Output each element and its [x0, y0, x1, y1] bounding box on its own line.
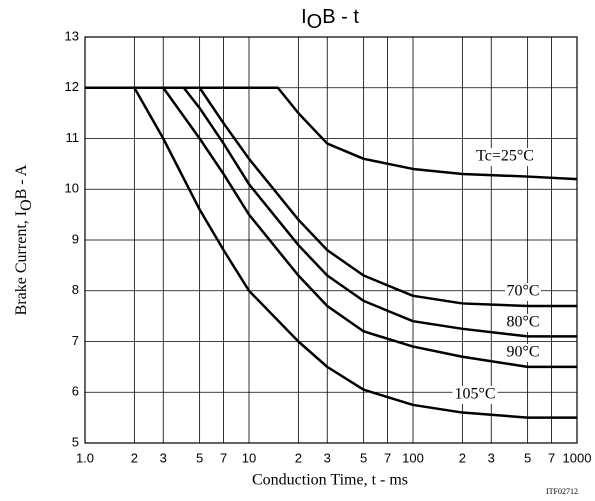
x-tick-label: 2 [459, 450, 466, 465]
y-tick-label: 12 [65, 79, 79, 94]
y-tick-label: 5 [72, 434, 79, 449]
plot-frame [84, 36, 578, 444]
label-bg [505, 344, 541, 362]
y-tick-label: 6 [72, 384, 79, 399]
x-tick-label: 1.0 [76, 450, 94, 465]
x-tick-label: 100 [402, 450, 424, 465]
line [85, 86, 577, 308]
series-label: 105°C [454, 386, 495, 403]
line [85, 86, 578, 181]
x-tick-label: 2 [295, 450, 302, 465]
label-bg [505, 314, 541, 332]
series-label: 70°C [506, 283, 539, 300]
label-bg [473, 148, 537, 166]
x-tick-label: 5 [196, 450, 203, 465]
x-tick-label: 1000 [563, 450, 592, 465]
x-tick-label: 3 [160, 450, 167, 465]
series-label: Tc=25°C [476, 148, 534, 165]
x-tick-label: 7 [384, 450, 391, 465]
y-tick-label: 13 [65, 28, 79, 43]
y-tick-label: 7 [72, 333, 79, 348]
label-bg [452, 386, 498, 404]
x-tick-label: 7 [220, 450, 227, 465]
x-tick-label: 5 [524, 450, 531, 465]
y-tick-label: 10 [65, 181, 79, 196]
y-axis-label: Brake Current, IOB - A [13, 164, 35, 315]
x-tick-label: 3 [488, 450, 495, 465]
line [85, 86, 577, 419]
note: ITF02712 [546, 487, 578, 496]
x-tick-label: 3 [324, 450, 331, 465]
y-tick-label: 8 [72, 282, 79, 297]
x-tick-label: 7 [548, 450, 555, 465]
label-bg [505, 283, 541, 301]
chart-title: IOB - t [301, 6, 359, 33]
line [85, 86, 577, 369]
x-tick-label: 2 [131, 450, 138, 465]
x-tick-label: 10 [242, 450, 256, 465]
series-label: 80°C [506, 314, 539, 331]
x-axis-label: Conduction Time, t - ms [252, 472, 408, 489]
line [85, 86, 577, 338]
y-tick-label: 11 [66, 130, 80, 145]
series-label: 90°C [506, 344, 539, 361]
x-tick-label: 5 [360, 450, 367, 465]
y-tick-label: 9 [72, 231, 79, 246]
